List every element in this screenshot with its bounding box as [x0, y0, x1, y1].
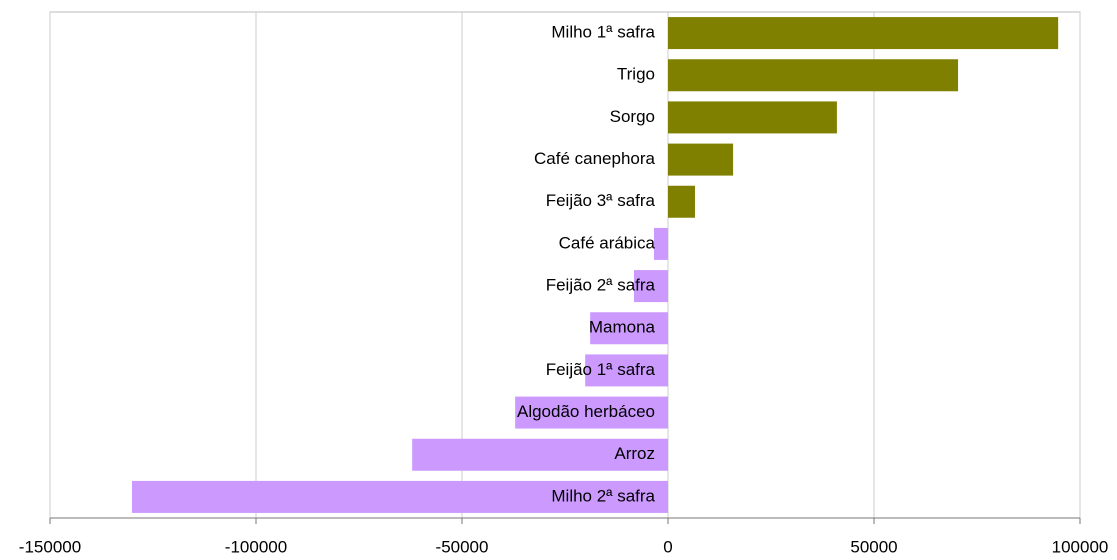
x-tick-label: 0 [663, 537, 672, 556]
category-label: Milho 1ª safra [551, 23, 655, 42]
bar [131, 480, 668, 513]
category-label: Trigo [617, 65, 655, 84]
category-label: Feijão 2ª safra [546, 276, 656, 295]
category-label: Feijão 3ª safra [546, 191, 656, 210]
plot-area [49, 11, 1081, 519]
x-tick-label: -100000 [225, 537, 287, 556]
category-label: Feijão 1ª safra [546, 360, 656, 379]
category-label: Milho 2ª safra [551, 486, 655, 505]
category-label: Sorgo [610, 107, 655, 126]
x-tick-label: -150000 [19, 537, 81, 556]
category-label: Mamona [589, 318, 656, 337]
bar [412, 438, 668, 471]
category-label: Arroz [614, 444, 655, 463]
x-tick-label: 50000 [850, 537, 897, 556]
category-label: Café arábica [559, 233, 656, 252]
bar [653, 227, 668, 260]
category-label: Algodão herbáceo [517, 402, 655, 421]
x-tick-label: -50000 [436, 537, 489, 556]
bar [634, 270, 668, 303]
bar [590, 312, 668, 345]
bar [668, 17, 1059, 50]
bar [585, 354, 668, 387]
bar [668, 59, 959, 92]
bar [668, 185, 695, 218]
category-label: Café canephora [534, 149, 656, 168]
bar [668, 101, 837, 134]
bar [668, 143, 734, 176]
bar [515, 396, 668, 429]
x-tick-label: 100000 [1052, 537, 1109, 556]
